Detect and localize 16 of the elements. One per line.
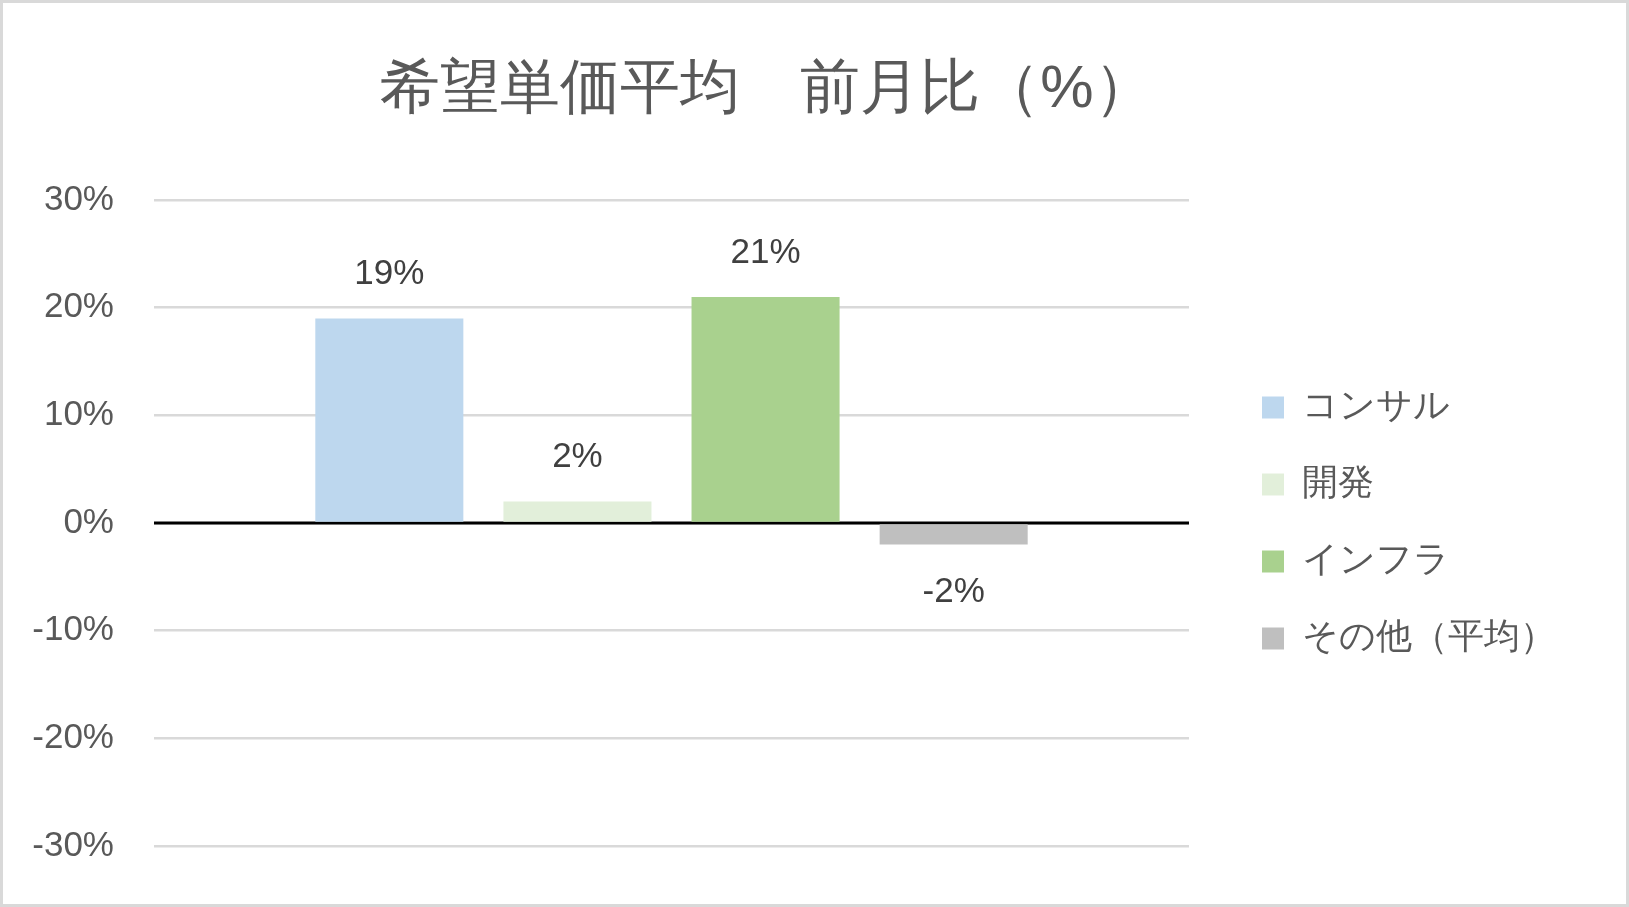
y-tick-label: -30% — [32, 823, 114, 863]
y-tick-label: 0% — [63, 500, 114, 540]
data-label: 19% — [354, 252, 425, 292]
data-label: 2% — [552, 435, 603, 475]
legend-label: インフラ — [1302, 538, 1450, 580]
y-tick-label: -10% — [32, 608, 114, 648]
y-tick-label: 30% — [43, 177, 114, 217]
y-tick-label: -20% — [32, 715, 114, 755]
data-label: 21% — [730, 230, 801, 270]
chart-title: 希望単価平均 前月比（%） — [380, 52, 1154, 120]
y-tick-label: 10% — [43, 392, 114, 432]
data-label: -2% — [922, 570, 985, 610]
legend-label: 開発 — [1302, 461, 1374, 503]
legend-label: その他（平均） — [1302, 615, 1556, 657]
legend-label: コンサル — [1302, 384, 1450, 426]
y-tick-label: 20% — [43, 285, 114, 325]
